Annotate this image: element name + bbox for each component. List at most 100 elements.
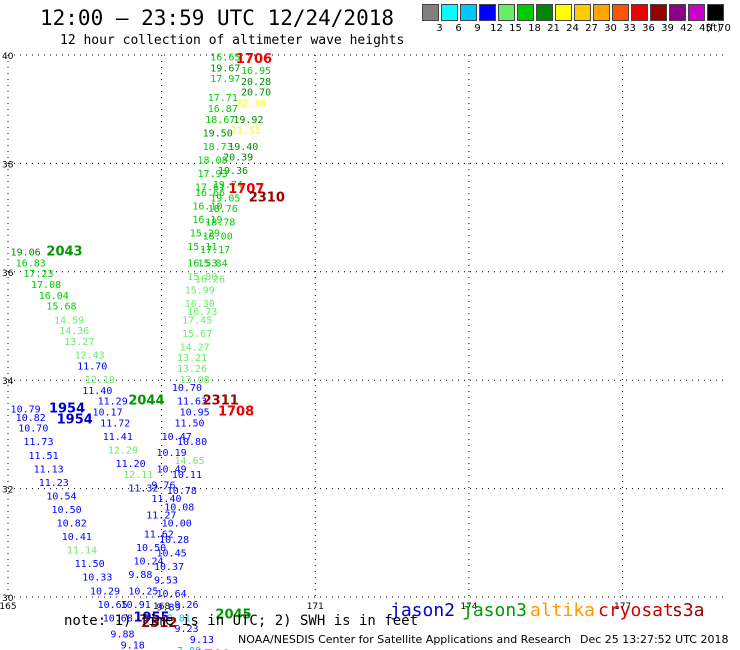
wave-height-value: 10.33 — [82, 573, 112, 584]
wave-height-value: 16.83 — [16, 258, 46, 269]
wave-height-value: 18.78 — [205, 218, 235, 229]
wave-height-value: 16.66 — [195, 188, 225, 199]
wave-height-value: 16.65 — [210, 52, 240, 63]
wave-height-value: 19.40 — [228, 142, 258, 153]
color-swatch — [669, 4, 686, 21]
color-scale-label: 6 — [455, 23, 462, 34]
wave-height-value: 11.62 — [144, 529, 174, 540]
wave-height-value: 10.82 — [57, 519, 87, 530]
y-tick-label: 40 — [2, 52, 14, 62]
wave-height-value: 10.19 — [157, 448, 187, 459]
wave-height-value: 17.45 — [182, 315, 212, 326]
wave-height-value: 9.76 — [151, 481, 175, 492]
color-scale-label: 9 — [474, 23, 481, 34]
color-swatch — [536, 4, 553, 21]
wave-height-value: 20.28 — [241, 77, 271, 88]
wave-height-value: 16.04 — [39, 291, 69, 302]
wave-height-value: 10.17 — [93, 407, 123, 418]
wave-height-value: 10.80 — [177, 437, 207, 448]
color-scale-label: 18 — [528, 23, 541, 34]
chart-title: 12:00 – 23:59 UTC 12/24/2018 — [40, 6, 395, 30]
color-swatch — [593, 4, 610, 21]
wave-height-value: 12.43 — [75, 351, 105, 362]
color-scale-label: 15 — [509, 23, 522, 34]
pass-time-label: 1707 — [228, 182, 264, 197]
axis-ticks: 165 168 171 174 177 30 32 34 36 38 40 — [0, 52, 631, 612]
wave-height-value: 20.39 — [223, 153, 253, 164]
wave-height-value: 11.63 — [177, 397, 207, 408]
color-scale-unit: (ft) — [706, 23, 722, 34]
wave-height-value: 19.67 — [210, 63, 240, 74]
wave-height-value: 17.08 — [31, 280, 61, 291]
wave-height-value: 13.27 — [64, 337, 94, 348]
wave-height-value: 15.29 — [190, 229, 220, 240]
color-swatch — [498, 4, 515, 21]
pass-time-label: 1706 — [236, 52, 272, 67]
wave-height-value: 9.26 — [174, 600, 198, 611]
wave-height-labels: 16.65170616.9519.6720.2817.9720.7017.712… — [11, 52, 285, 650]
wave-height-value: 15.84 — [197, 258, 227, 269]
wave-height-value: 15.68 — [46, 302, 76, 313]
wave-height-value: 16.87 — [208, 104, 238, 115]
wave-height-value: 16.30 — [185, 299, 215, 310]
wave-height-value: 17.71 — [208, 93, 238, 104]
wave-height-value: 10.95 — [180, 407, 210, 418]
wave-height-value: 18.67 — [205, 115, 235, 126]
wave-height-value: 10.24 — [133, 556, 163, 567]
credit-text: NOAA/NESDIS Center for Satellite Applica… — [238, 633, 572, 646]
wave-height-value: 12.29 — [108, 445, 138, 456]
color-scale-label: 70 — [718, 23, 731, 34]
wave-height-value: 15.99 — [185, 285, 215, 296]
color-scale-label: 24 — [566, 23, 579, 34]
wave-height-value: 20.70 — [241, 88, 271, 99]
wave-height-value: 18.00 — [203, 231, 233, 242]
wave-height-value: 21.55 — [231, 126, 261, 137]
generated-timestamp: Dec 25 13:27:52 UTC 2018 — [580, 633, 729, 646]
wave-height-value: 10.64 — [157, 589, 187, 600]
x-tick-label: 165 — [0, 602, 17, 612]
wave-height-value: 22.36 — [236, 98, 266, 109]
wave-height-value: 10.45 — [157, 548, 187, 559]
wave-height-value: 18.73 — [203, 142, 233, 153]
wave-height-value: 17.17 — [200, 245, 230, 256]
wave-height-value: 14.36 — [59, 326, 89, 337]
wave-height-value: 10.41 — [62, 532, 92, 543]
wave-height-value: 10.49 — [157, 464, 187, 475]
wave-height-value: 10.91 — [121, 600, 151, 611]
wave-height-value: 12.19 — [85, 375, 115, 386]
wave-height-value: 16.26 — [195, 275, 225, 286]
wave-height-value: 10.79 — [11, 405, 41, 416]
wave-height-value: 13.26 — [177, 364, 207, 375]
color-swatch — [422, 4, 439, 21]
wave-height-value: 10.11 — [172, 470, 202, 481]
wave-height-value: 10.82 — [16, 413, 46, 424]
pass-time-label: 1954 — [49, 402, 85, 417]
wave-height-value: 14.65 — [174, 456, 204, 467]
legend-jason3: jason3 — [462, 600, 528, 621]
color-scale-label: 3 — [436, 23, 443, 34]
color-scale-label: 12 — [490, 23, 503, 34]
wave-height-value: 9.89 — [157, 603, 181, 614]
color-swatch — [555, 4, 572, 21]
wave-height-value: 16.10 — [192, 201, 222, 212]
wave-height-value: 9.53 — [154, 575, 178, 586]
pass-time-label: 1708 — [218, 404, 254, 419]
footnote: note: 1) Time is in UTC; 2) SWH is in fe… — [64, 613, 419, 629]
wave-height-value: 11.50 — [174, 418, 204, 429]
color-scale-label: 36 — [642, 23, 655, 34]
wave-height-value: 11.70 — [77, 361, 107, 372]
wave-height-value: 17.93 — [197, 169, 227, 180]
wave-height-value: 10.29 — [90, 586, 120, 597]
x-tick-label: 177 — [614, 602, 631, 612]
legend-s3a: s3a — [672, 600, 705, 621]
wave-height-value: 19.05 — [210, 193, 240, 204]
wave-height-value: 11.23 — [39, 478, 69, 489]
pass-time-label: 1954 — [57, 413, 93, 428]
wave-height-value: 9.23 — [174, 624, 198, 635]
wave-height-value: 18.08 — [197, 155, 227, 166]
pass-time-label: 2312 — [141, 616, 177, 631]
color-swatch — [479, 4, 496, 21]
wave-height-value: 11.32 — [128, 483, 158, 494]
wave-height-value: 11.73 — [23, 437, 53, 448]
wave-height-value: 10.65 — [98, 600, 128, 611]
